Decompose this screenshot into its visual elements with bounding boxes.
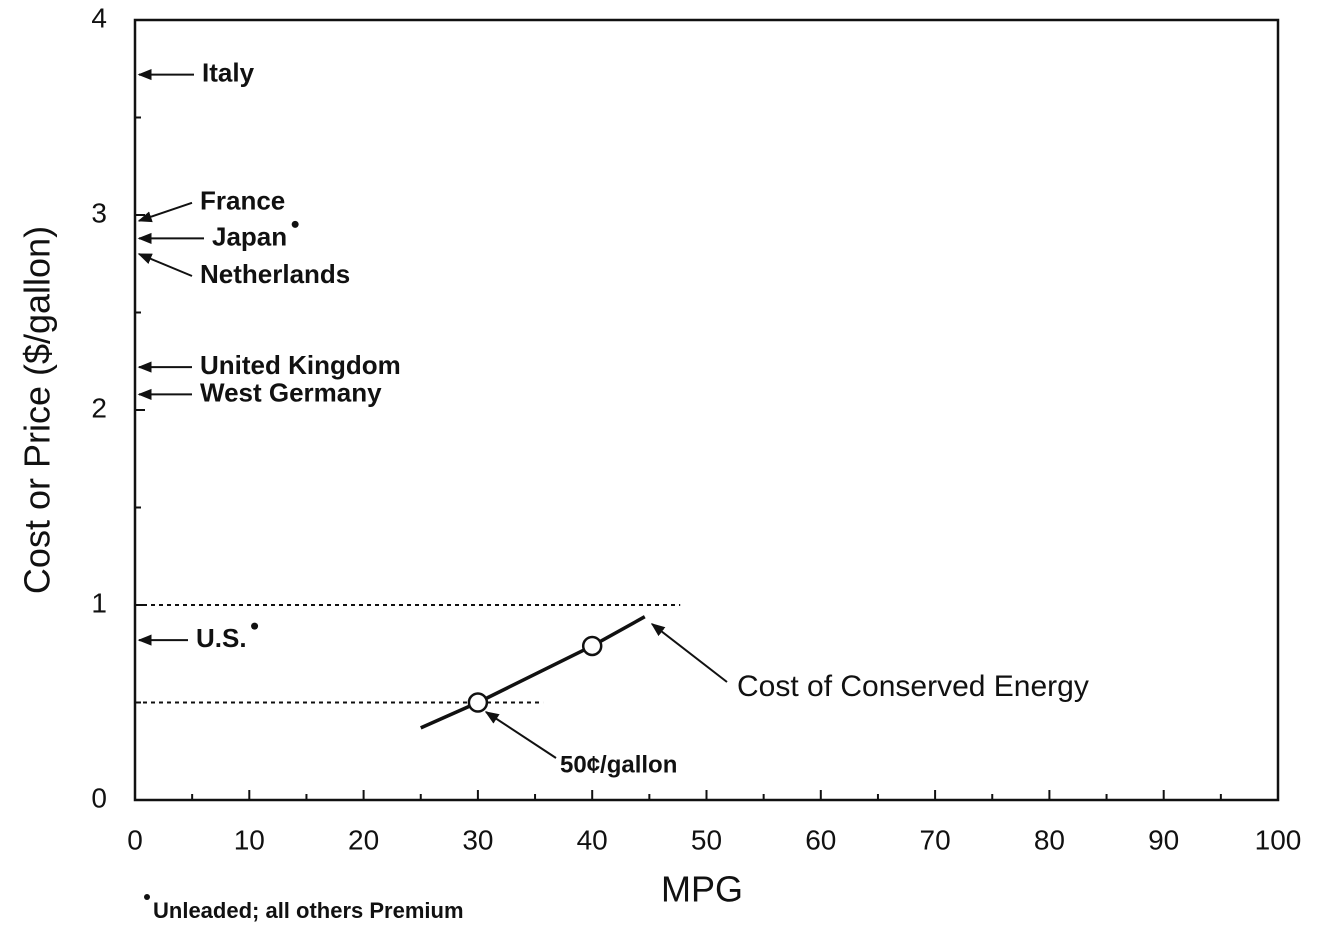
y-axis-label: Cost or Price ($/gallon) [17,226,58,594]
footnote-marker [144,894,150,900]
x-tick-label: 30 [462,824,493,855]
x-tick-label: 100 [1255,824,1302,855]
annotation-arrow [484,711,557,759]
price-label: United Kingdom [200,350,401,380]
price-arrow [137,253,193,277]
x-tick-label: 50 [691,824,722,855]
y-tick-label: 0 [91,782,107,813]
y-tick-label: 2 [91,392,107,423]
y-tick-label: 3 [91,197,107,228]
price-label: U.S. [196,623,247,653]
series-label: Cost of Conserved Energy [737,670,1089,703]
x-tick-label: 60 [805,824,836,855]
annotation-arrow [650,623,728,683]
footnote: Unleaded; all others Premium [153,898,464,923]
plot-frame [133,18,1280,802]
price-label: France [200,186,285,216]
point-label: 50¢/gallon [560,751,677,778]
x-tick-label: 20 [348,824,379,855]
price-label: Japan [212,221,287,251]
x-tick-label: 0 [127,824,143,855]
price-label: Netherlands [200,259,350,289]
y-tick-label: 4 [91,2,107,33]
price-label: West Germany [200,377,382,407]
unleaded-marker [251,622,259,630]
series-line [420,615,646,730]
x-tick-label: 90 [1148,824,1179,855]
series-point [581,635,603,657]
price-label: Italy [202,57,255,87]
series-point [467,692,489,713]
x-axis-label: MPG [661,869,743,910]
y-tick-label: 1 [91,587,107,618]
x-tick-label: 40 [577,824,608,855]
unleaded-marker [291,220,299,228]
x-tick-label: 70 [920,824,951,855]
x-tick-label: 80 [1034,824,1065,855]
x-tick-label: 10 [234,824,265,855]
price-arrow [137,201,193,223]
